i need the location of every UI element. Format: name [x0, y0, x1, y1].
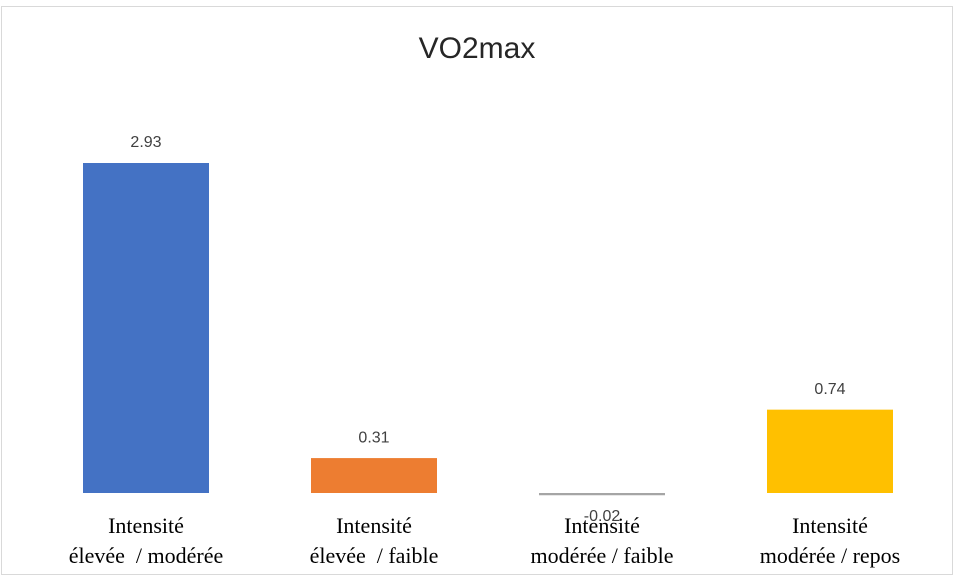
chart-title: VO2max	[419, 32, 536, 65]
bar	[311, 458, 437, 493]
x-tick-label: modérée / faible	[531, 543, 674, 568]
x-tick-label: élevée / faible	[310, 543, 439, 568]
bar	[539, 493, 665, 496]
bar	[83, 163, 209, 493]
x-tick-label: Intensité	[564, 513, 640, 538]
data-label: 0.74	[814, 381, 845, 398]
x-tick-label: Intensité	[336, 513, 412, 538]
data-label: 0.31	[358, 429, 389, 446]
x-tick-label: Intensité	[108, 513, 184, 538]
data-label: -0.02	[584, 508, 621, 525]
bar	[767, 409, 893, 493]
x-tick-label: Intensité	[792, 513, 868, 538]
x-tick-label: élevée / modérée	[69, 543, 224, 568]
x-tick-label: modérée / repos	[760, 543, 901, 568]
data-label: 2.93	[130, 134, 161, 151]
